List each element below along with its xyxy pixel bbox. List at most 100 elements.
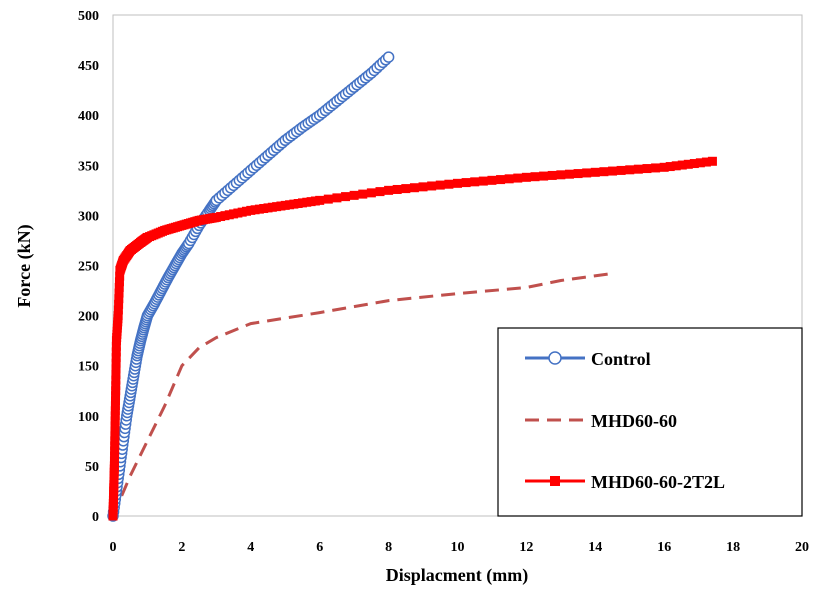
data-point (358, 189, 368, 199)
y-tick-label: 100 (78, 410, 99, 425)
series-mhd60-60 (111, 272, 613, 517)
data-point (461, 178, 471, 188)
data-point (323, 194, 333, 204)
data-point (608, 166, 618, 176)
data-point (573, 169, 583, 179)
x-tick-label: 14 (588, 540, 602, 555)
x-tick-label: 18 (726, 540, 740, 555)
data-point (110, 426, 120, 436)
x-axis-ticks: 0 2 4 6 8 10 12 14 16 18 20 (110, 540, 810, 555)
y-tick-label: 150 (78, 360, 99, 375)
y-tick-label: 300 (78, 209, 99, 224)
data-point (642, 164, 652, 174)
data-point (392, 184, 402, 194)
data-point (111, 375, 121, 385)
data-point (111, 353, 121, 363)
data-point (111, 369, 121, 379)
y-tick-label: 400 (78, 109, 99, 124)
data-point (444, 179, 454, 189)
data-point (110, 441, 120, 451)
data-point (113, 305, 123, 315)
data-point (109, 461, 119, 471)
x-tick-label: 12 (519, 540, 533, 555)
data-point (115, 271, 125, 281)
data-point (110, 416, 120, 426)
data-point (427, 181, 437, 191)
data-point (111, 364, 121, 374)
x-tick-label: 4 (247, 540, 254, 555)
y-tick-label: 250 (78, 260, 99, 275)
data-point (110, 421, 120, 431)
data-point (111, 391, 121, 401)
data-point (659, 162, 669, 172)
data-point (109, 456, 119, 466)
legend-item: MHD60-60 (525, 411, 677, 431)
data-point (683, 159, 693, 169)
legend-label: Control (591, 349, 651, 369)
data-point (695, 158, 705, 168)
series-control (107, 51, 395, 522)
data-point (453, 178, 462, 188)
legend-label: MHD60-60 (591, 411, 677, 431)
data-point (701, 157, 711, 167)
data-point (665, 162, 675, 172)
x-tick-label: 16 (657, 540, 671, 555)
legend-item: MHD60-60-2T2L (525, 472, 725, 492)
data-point (521, 172, 531, 182)
data-point (633, 164, 643, 174)
data-point (349, 190, 359, 200)
data-point (111, 347, 121, 357)
data-point (384, 185, 394, 195)
data-point (375, 187, 385, 197)
data-point (689, 159, 699, 169)
data-point (625, 165, 635, 175)
data-point (418, 182, 428, 192)
data-point (111, 386, 121, 396)
x-tick-label: 6 (316, 540, 323, 555)
y-tick-label: 0 (92, 510, 99, 525)
data-point (582, 168, 592, 178)
data-point (435, 180, 445, 190)
data-point (110, 431, 120, 441)
data-point (409, 183, 419, 193)
data-point (530, 172, 540, 182)
data-point (110, 451, 120, 461)
data-point (401, 184, 411, 194)
data-point (113, 311, 123, 321)
legend: Control MHD60-60 MHD60-60-2T2L (497, 327, 803, 517)
series-line (111, 272, 613, 517)
data-point (110, 401, 120, 411)
data-point (110, 406, 120, 416)
series-layer (107, 51, 717, 522)
legend-marker (548, 351, 562, 365)
legend-marker (550, 476, 560, 486)
series-mhd60-60-2t2l (108, 156, 717, 521)
data-point (496, 175, 506, 185)
data-point (513, 173, 523, 183)
data-point (110, 446, 120, 456)
data-point (366, 188, 376, 198)
data-point (504, 174, 514, 184)
data-point (590, 167, 600, 177)
y-tick-label: 450 (78, 59, 99, 74)
data-point (671, 161, 681, 171)
y-tick-label: 200 (78, 310, 99, 325)
data-point (556, 170, 566, 180)
y-axis-title: Force (kN) (14, 224, 35, 307)
x-tick-label: 8 (385, 540, 392, 555)
data-point (111, 341, 121, 351)
legend-items: Control MHD60-60 MHD60-60-2T2L (525, 349, 725, 492)
data-point (332, 193, 342, 203)
data-point (470, 177, 480, 187)
data-point (616, 165, 626, 175)
data-point (599, 167, 609, 177)
data-point (539, 171, 549, 181)
data-point (110, 436, 120, 446)
data-point (315, 195, 325, 205)
data-point (478, 176, 488, 186)
data-point (114, 277, 124, 287)
data-point (564, 169, 574, 179)
data-point (110, 396, 120, 406)
y-axis-ticks: 0 50 100 150 200 250 300 350 400 450 500 (78, 9, 99, 525)
